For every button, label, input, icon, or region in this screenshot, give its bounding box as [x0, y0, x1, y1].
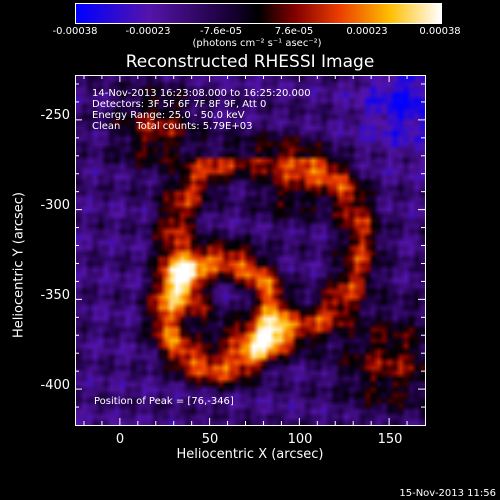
- y-tick-label: -250: [40, 108, 70, 123]
- colorbar-units: (photons cm⁻² s⁻¹ asec⁻²): [192, 38, 322, 49]
- info-line-energy: Energy Range: 25.0 - 50.0 keV: [92, 110, 245, 121]
- x-axis-label: Heliocentric X (arcsec): [176, 447, 324, 462]
- axis-ticks: [75, 75, 425, 425]
- observation-info: 14-Nov-2013 16:23:08.000 to 16:25:20.000…: [92, 88, 311, 132]
- plot-frame: [75, 75, 426, 426]
- colorbar-tick-label: 7.6e-05: [274, 26, 314, 37]
- peak-position-label: Position of Peak = [76,-346]: [94, 396, 234, 407]
- colorbar-tick-label: 0.00023: [346, 26, 388, 37]
- footer-timestamp: 15-Nov-2013 11:56: [399, 488, 496, 499]
- x-tick-label: 100: [287, 432, 313, 447]
- heatmap-plot: [75, 75, 426, 426]
- y-axis-label: Heliocentric Y (arcsec): [11, 192, 27, 338]
- chart-title: Reconstructed RHESSI Image: [125, 52, 375, 72]
- y-tick-label: -300: [40, 198, 70, 213]
- y-tick-label: -400: [40, 378, 70, 393]
- colorbar-tick-label: -0.00038: [52, 26, 98, 37]
- y-tick-label: -350: [40, 288, 70, 303]
- x-tick-label: 50: [201, 432, 219, 447]
- colorbar: [75, 3, 442, 24]
- info-line-time: 14-Nov-2013 16:23:08.000 to 16:25:20.000: [92, 88, 311, 99]
- heatmap-image: [76, 76, 425, 425]
- colorbar-tick-label: 0.00038: [419, 26, 461, 37]
- info-line-detectors: Detectors: 3F 5F 6F 7F 8F 9F, Att 0: [92, 99, 267, 110]
- x-tick-label: 150: [377, 432, 403, 447]
- x-tick-label: 0: [115, 432, 125, 447]
- colorbar-tick-label: -7.6e-05: [200, 26, 242, 37]
- colorbar-tick-label: -0.00023: [125, 26, 171, 37]
- info-line-clean: Clean Total counts: 5.79E+03: [92, 121, 253, 132]
